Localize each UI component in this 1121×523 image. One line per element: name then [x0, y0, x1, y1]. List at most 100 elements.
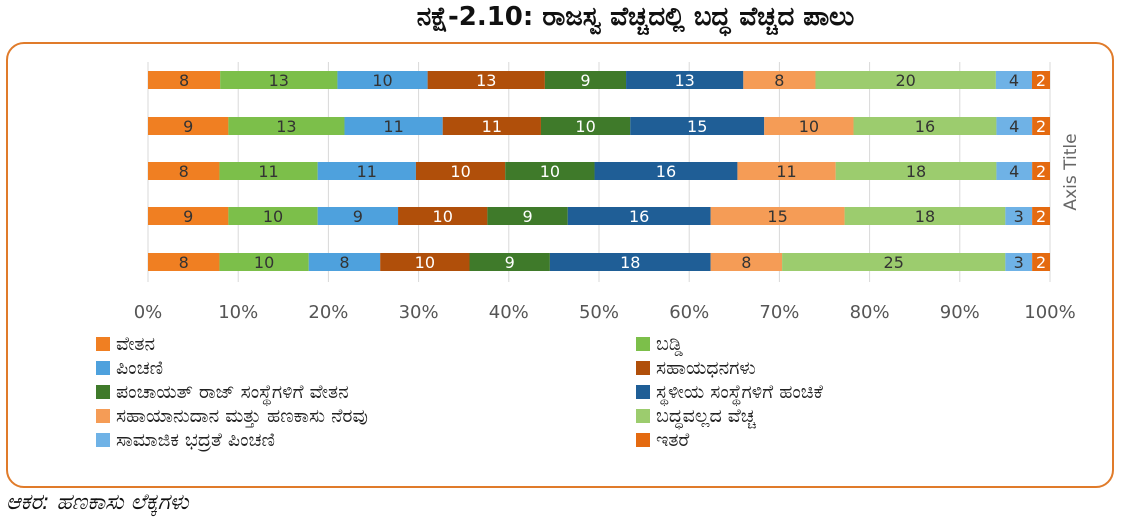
- bar-segment: [337, 71, 428, 89]
- legend-swatch: [96, 361, 110, 375]
- x-tick-label: 40%: [489, 302, 529, 323]
- bar-segment: [487, 207, 568, 225]
- legend-swatch: [636, 385, 650, 399]
- data-label: 9: [183, 117, 193, 136]
- data-label: 18: [906, 162, 926, 181]
- data-label: 8: [339, 253, 349, 272]
- data-label: 8: [741, 253, 751, 272]
- bar-segment: [835, 162, 997, 180]
- data-label: 2: [1036, 253, 1046, 272]
- bar-segment: [1031, 71, 1050, 89]
- data-label: 10: [540, 162, 560, 181]
- data-label: 20: [896, 71, 916, 90]
- x-tick-label: 20%: [308, 302, 348, 323]
- data-label: 18: [915, 207, 935, 226]
- legend-swatch: [636, 337, 650, 351]
- bar-segment: [630, 117, 765, 135]
- bar-segment: [344, 117, 443, 135]
- bar-segment: [815, 71, 996, 89]
- data-label: 2: [1036, 117, 1046, 136]
- data-label: 10: [372, 71, 392, 90]
- x-tick-label: 50%: [579, 302, 619, 323]
- data-label: 13: [276, 117, 296, 136]
- bar-segment: [228, 207, 318, 225]
- bar-segment: [415, 162, 506, 180]
- data-label: 13: [675, 71, 695, 90]
- x-tick-label: 60%: [669, 302, 709, 323]
- data-label: 16: [656, 162, 676, 181]
- bar-segment: [148, 253, 220, 271]
- x-tick-label: 80%: [850, 302, 890, 323]
- x-tick-label: 30%: [399, 302, 439, 323]
- data-label: 15: [767, 207, 787, 226]
- legend-swatch: [96, 433, 110, 447]
- data-label: 15: [687, 117, 707, 136]
- legend-item: ಸಹಾಯಧನಗಳು: [636, 356, 756, 380]
- data-label: 4: [1009, 117, 1019, 136]
- bar-segment: [469, 253, 550, 271]
- legend-label: ಸ್ಥಳೀಯ ಸಂಸ್ಥೆಗಳಿಗೆ ಹಂಚಿಕೆ: [656, 381, 823, 403]
- data-label: 10: [263, 207, 283, 226]
- legend-label: ಸಾಮಾಜಿಕ ಭದ್ರತೆ ಪಿಂಚಣಿ: [116, 429, 275, 451]
- data-label: 11: [776, 162, 796, 181]
- bar-segment: [995, 71, 1032, 89]
- bar-segment: [308, 253, 381, 271]
- data-label: 10: [254, 253, 274, 272]
- data-label: 10: [450, 162, 470, 181]
- legend-label: ಬಡ್ಡಿ: [656, 333, 683, 355]
- bar-segment: [228, 117, 345, 135]
- bar-segment: [549, 253, 711, 271]
- data-label: 8: [179, 162, 189, 181]
- bar-segment: [743, 71, 816, 89]
- data-label: 3: [1014, 207, 1024, 226]
- data-label: 25: [884, 253, 904, 272]
- bar-segment: [1032, 207, 1050, 225]
- data-label: 10: [575, 117, 595, 136]
- legend-label: ಇತರೆ: [656, 429, 690, 451]
- data-label: 8: [179, 71, 189, 90]
- bar-segment: [219, 162, 318, 180]
- x-tick-label: 90%: [940, 302, 980, 323]
- data-label: 18: [620, 253, 640, 272]
- legend-item: ಸಹಾಯಾನುದಾನ ಮತ್ತು ಹಣಕಾಸು ನೆರವು: [96, 404, 368, 428]
- data-label: 2: [1036, 71, 1046, 90]
- legend-item: ಪಂಚಾಯತ್ ರಾಜ್ ಸಂಸ್ಥೆಗಳಿಗೆ ವೇತನ: [96, 380, 349, 404]
- bar-segment: [626, 71, 744, 89]
- x-tick-label: 100%: [1024, 302, 1075, 323]
- source-note: ಆಕರ: ಹಣಕಾಸು ಲೆಕ್ಕಗಳು: [6, 490, 189, 515]
- bar-segment: [1032, 117, 1050, 135]
- legend-label: ಪಂಚಾಯತ್ ರಾಜ್ ಸಂಸ್ಥೆಗಳಿಗೆ ವೇತನ: [116, 381, 349, 403]
- data-label: 2: [1036, 162, 1046, 181]
- data-label: 8: [179, 253, 189, 272]
- data-label: 13: [269, 71, 289, 90]
- legend-label: ಸಹಾಯಾನುದಾನ ಮತ್ತು ಹಣಕಾಸು ನೆರವು: [116, 405, 368, 427]
- bar-segment: [1032, 162, 1050, 180]
- chart-title: ನಕ್ಷೆ-2.10: ರಾಜಸ್ವ ವೆಚ್ಚದಲ್ಲಿ ಬದ್ಧ ವೆಚ್ಚ…: [416, 2, 855, 32]
- legend-swatch: [636, 361, 650, 375]
- bar-segment: [148, 207, 229, 225]
- bar-segment: [996, 162, 1033, 180]
- data-label: 9: [580, 71, 590, 90]
- data-label: 9: [183, 207, 193, 226]
- legend-label: ಬದ್ಧವಲ್ಲದ ವೆಚ್ಚ: [656, 405, 756, 427]
- data-label: 11: [383, 117, 403, 136]
- bar-segment: [844, 207, 1006, 225]
- bar-segment: [427, 71, 545, 89]
- bar-segment: [710, 207, 845, 225]
- bar-segment: [996, 117, 1033, 135]
- axis-title: Axis Title: [1061, 133, 1081, 210]
- data-label: 10: [799, 117, 819, 136]
- bar-segment: [380, 253, 470, 271]
- bar-segment: [1005, 207, 1033, 225]
- legend-item: ಬಡ್ಡಿ: [636, 332, 683, 356]
- legend-swatch: [636, 433, 650, 447]
- bar-segment: [148, 117, 229, 135]
- bar-segment: [317, 207, 399, 225]
- data-label: 3: [1014, 253, 1024, 272]
- x-tick-label: 0%: [134, 302, 163, 323]
- legend-swatch: [96, 385, 110, 399]
- legend-item: ಬದ್ಧವಲ್ಲದ ವೆಚ್ಚ: [636, 404, 756, 428]
- bar-segment: [853, 117, 997, 135]
- legend-label: ಪಿಂಚಣಿ: [116, 357, 164, 379]
- legend-label: ಸಹಾಯಧನಗಳು: [656, 357, 756, 379]
